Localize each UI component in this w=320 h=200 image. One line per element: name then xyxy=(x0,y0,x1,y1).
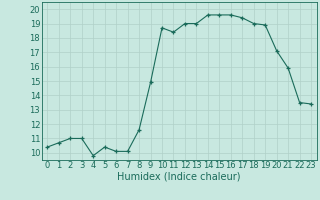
X-axis label: Humidex (Indice chaleur): Humidex (Indice chaleur) xyxy=(117,172,241,182)
